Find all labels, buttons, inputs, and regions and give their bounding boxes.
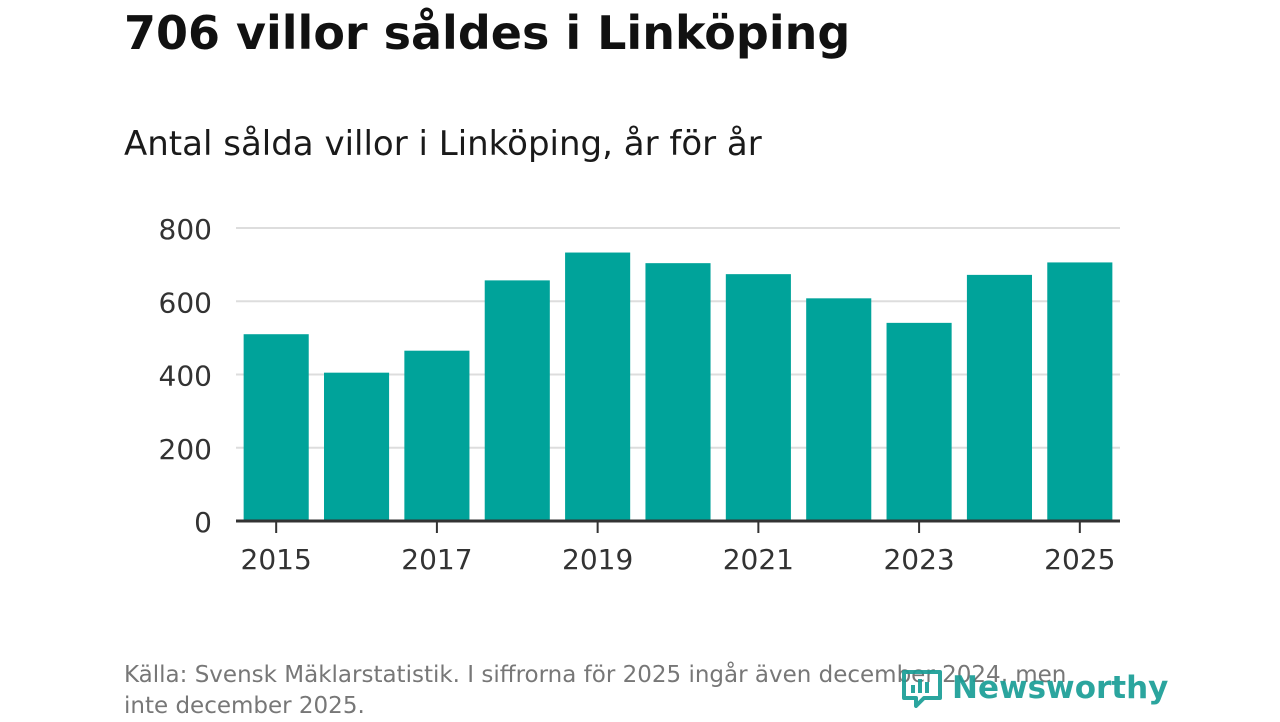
y-tick-label: 400 xyxy=(159,360,212,393)
x-tick-label: 2021 xyxy=(723,543,794,576)
chart-title: 706 villor såldes i Linköping xyxy=(124,6,851,60)
logo-text: Newsworthy xyxy=(952,670,1169,706)
bar-2015 xyxy=(243,334,309,521)
y-tick-label: 800 xyxy=(159,213,212,246)
bar-chart: 0 200 400 600 800 2015 2017 2019 2021 2023 2025 xyxy=(159,213,1120,576)
y-tick-label: 200 xyxy=(159,433,212,466)
bar-2022 xyxy=(806,298,872,521)
bar-2018 xyxy=(484,280,550,521)
bar-2017 xyxy=(404,350,470,521)
bar-2016 xyxy=(323,372,390,521)
x-axis-ticks: 2015 2017 2019 2021 2023 2025 xyxy=(241,521,1115,576)
y-tick-label: 0 xyxy=(194,506,212,539)
newsworthy-logo: Newsworthy xyxy=(900,668,1168,708)
bar-2020 xyxy=(645,263,711,521)
bar-2019 xyxy=(565,252,631,521)
bars xyxy=(243,252,1113,521)
y-axis-ticks: 0 200 400 600 800 xyxy=(159,213,212,539)
newsworthy-logo-icon xyxy=(902,670,942,708)
bar-2025 xyxy=(1047,262,1113,521)
bar-2024 xyxy=(966,274,1033,521)
y-tick-label: 600 xyxy=(159,286,212,319)
x-tick-label: 2015 xyxy=(241,543,312,576)
bar-2023 xyxy=(886,322,952,521)
bar-2021 xyxy=(725,274,791,521)
source-note: Källa: Svensk Mäklarstatistik. I siffror… xyxy=(124,662,1067,719)
chart-subtitle: Antal sålda villor i Linköping, år för å… xyxy=(124,124,762,164)
x-tick-label: 2017 xyxy=(401,543,472,576)
x-tick-label: 2019 xyxy=(562,543,633,576)
x-tick-label: 2023 xyxy=(883,543,954,576)
x-tick-label: 2025 xyxy=(1044,543,1115,576)
